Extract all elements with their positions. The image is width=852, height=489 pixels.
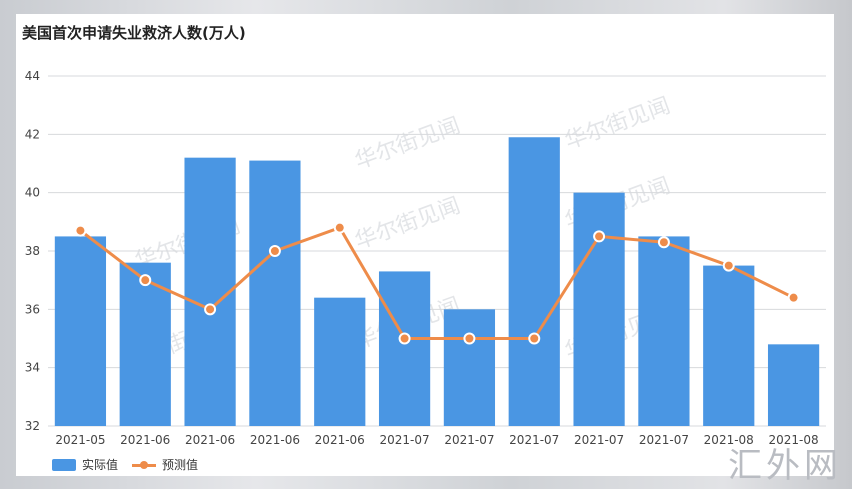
forecast-line: [79, 226, 795, 340]
x-tick-label: 2021-07: [639, 433, 689, 447]
corner-watermark: 汇外网: [728, 446, 842, 486]
y-tick-label: 44: [25, 69, 40, 83]
forecast-point: [463, 332, 476, 345]
y-tick-label: 34: [25, 361, 40, 375]
watermark-text: 华尔街见闻: [352, 193, 464, 254]
bar: [767, 344, 820, 426]
y-tick-label: 36: [25, 302, 40, 316]
legend-bar-swatch: [52, 458, 76, 471]
y-tick-label: 40: [25, 186, 40, 200]
x-tick-label: 2021-08: [769, 433, 819, 447]
bar: [249, 160, 301, 427]
forecast-point: [204, 303, 217, 316]
forecast-point: [528, 332, 541, 345]
y-tick-label: 42: [25, 127, 40, 141]
bar: [703, 265, 755, 426]
forecast-point: [74, 224, 87, 237]
x-tick-label: 2021-08: [704, 433, 754, 447]
chart-title: 美国首次申请失业救济人数(万人): [22, 24, 246, 42]
legend-line-swatch: [132, 459, 157, 471]
legend-label-actual: 实际值: [82, 458, 119, 472]
forecast-point: [722, 259, 735, 272]
x-tick-label: 2021-06: [250, 433, 300, 447]
forecast-point: [787, 291, 800, 304]
bar: [508, 137, 560, 426]
forecast-point: [139, 274, 152, 287]
bar: [54, 236, 107, 426]
bar: [573, 192, 625, 426]
forecast-point: [333, 221, 346, 234]
bar: [184, 157, 236, 426]
forecast-point: [593, 230, 606, 243]
x-tick-label: 2021-07: [444, 433, 494, 447]
x-tick-label: 2021-07: [380, 433, 430, 447]
x-tick-label: 2021-07: [509, 433, 559, 447]
legend-label-forecast: 预测值: [162, 458, 199, 472]
x-tick-label: 2021-06: [185, 433, 235, 447]
watermark-text: 华尔街见闻: [352, 113, 464, 174]
watermark-text: 华尔街见闻: [562, 93, 674, 154]
bar: [314, 297, 366, 426]
x-tick-label: 2021-06: [315, 433, 365, 447]
bar: [443, 309, 496, 426]
forecast-point: [268, 245, 281, 257]
y-tick-label: 32: [25, 419, 40, 433]
forecast-point: [398, 332, 411, 345]
bar: [638, 236, 690, 426]
x-tick-label: 2021-07: [574, 433, 624, 447]
forecast-point: [657, 236, 670, 249]
chart-legend: 实际值 预测值: [52, 456, 198, 473]
x-tick-label: 2021-05: [55, 433, 105, 447]
bar: [119, 262, 171, 426]
bar: [378, 271, 431, 426]
x-tick-label: 2021-06: [120, 433, 170, 447]
y-tick-label: 38: [25, 244, 40, 258]
